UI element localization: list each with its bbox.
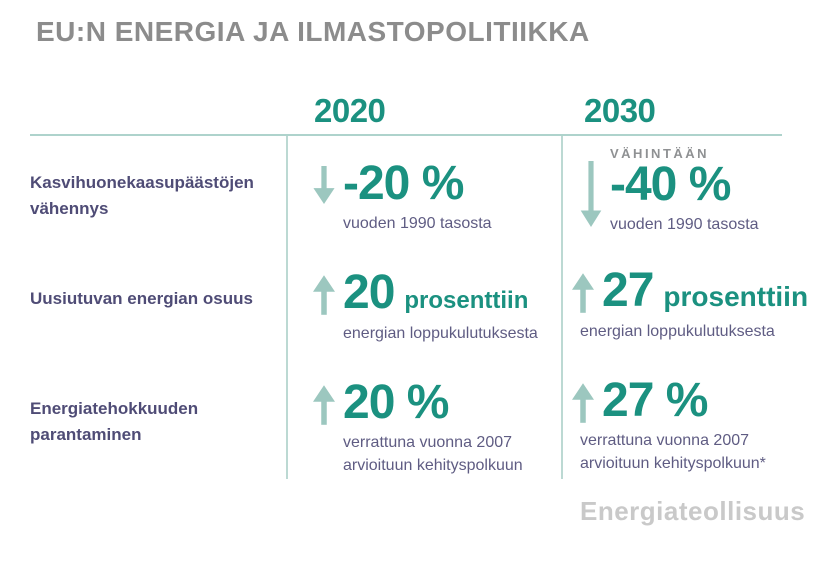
value-line: 20 prosenttiin <box>343 266 538 319</box>
cell-content: -20 % vuoden 1990 tasosta <box>343 157 492 235</box>
value-unit: prosenttiin <box>404 287 529 314</box>
row-label-greenhouse-gas: Kasvihuonekaasupäästöjen vähennys <box>30 173 254 218</box>
cell-renewable-2020: 20 prosenttiin energian loppukulutuksest… <box>313 266 538 345</box>
cell-content: 27 prosenttiin energian loppukulutuksest… <box>580 264 809 343</box>
cell-renewable-2030: 27 prosenttiin energian loppukulutuksest… <box>572 264 809 343</box>
qualifier-label: VÄHINTÄÄN <box>610 146 710 161</box>
row-label-energy-efficiency: Energiatehokkuuden parantaminen <box>30 399 199 444</box>
value-unit: prosenttiin <box>663 281 809 312</box>
page-title: EU:N ENERGIA JA ILMASTOPOLITIIKKA <box>36 16 590 47</box>
value-text: 27 % <box>602 374 708 427</box>
value-note: energian loppukulutuksesta <box>343 325 538 342</box>
value-text: -20 % <box>343 157 464 210</box>
down-arrow-icon <box>580 161 602 227</box>
column-divider-left <box>286 136 288 479</box>
value-note: vuoden 1990 tasosta <box>610 216 759 234</box>
value-note: verrattuna vuonna 2007 arvioituun kehity… <box>343 434 523 475</box>
cell-content: 27 % verrattuna vuonna 2007 arvioituun k… <box>580 374 766 476</box>
header-divider-line <box>30 134 782 136</box>
value-text: 20 <box>343 266 395 319</box>
cell-content: 20 % verrattuna vuonna 2007 arvioituun k… <box>343 376 523 478</box>
value-text: 27 <box>602 264 654 317</box>
cell-content: VÄHINTÄÄN -40 % vuoden 1990 tasosta <box>610 146 759 236</box>
cell-greenhouse-2030: VÄHINTÄÄN -40 % vuoden 1990 tasosta <box>580 146 759 236</box>
value-line: 27 prosenttiin <box>602 264 809 317</box>
down-arrow-icon <box>313 166 335 204</box>
value-note: energian loppukulutuksesta <box>580 323 775 340</box>
value-text: 20 % <box>343 376 449 429</box>
brand-logo-energiateollisuus: Energiateollisuus <box>580 496 806 526</box>
column-header-2020: 2020 <box>314 92 386 129</box>
column-divider-right <box>561 136 563 479</box>
up-arrow-icon <box>313 385 335 425</box>
row-label-renewable-energy: Uusiutuvan energian osuus <box>30 289 253 308</box>
cell-efficiency-2020: 20 % verrattuna vuonna 2007 arvioituun k… <box>313 376 523 478</box>
value-text: -40 % <box>610 158 731 211</box>
cell-greenhouse-2020: -20 % vuoden 1990 tasosta <box>313 157 492 235</box>
up-arrow-icon <box>313 275 335 315</box>
up-arrow-icon <box>572 383 594 423</box>
value-note: vuoden 1990 tasosta <box>343 215 492 233</box>
column-header-2030: 2030 <box>584 92 656 129</box>
up-arrow-icon <box>572 273 594 313</box>
cell-efficiency-2030: 27 % verrattuna vuonna 2007 arvioituun k… <box>572 374 766 476</box>
value-note: verrattuna vuonna 2007 arvioituun kehity… <box>580 432 766 473</box>
cell-content: 20 prosenttiin energian loppukulutuksest… <box>343 266 538 345</box>
